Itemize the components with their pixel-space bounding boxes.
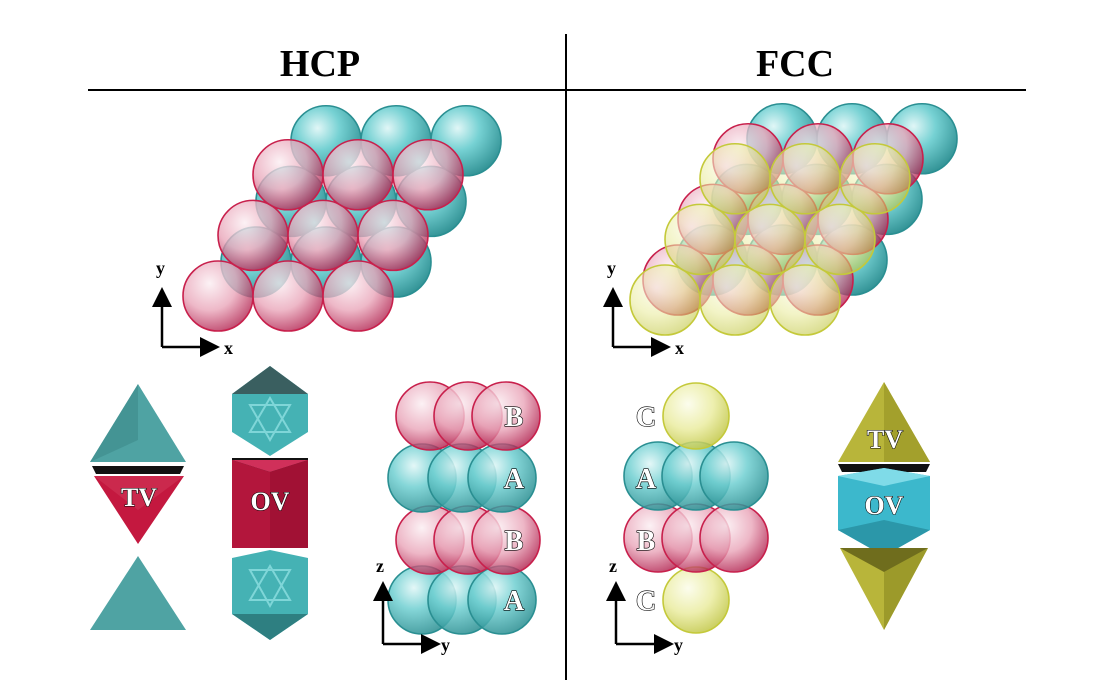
sphere-layer-B — [182, 260, 254, 332]
stack-layer-label: A — [504, 464, 525, 495]
fcc-top-y-label: y — [607, 258, 616, 278]
hcp-ov-label: OV — [251, 487, 290, 516]
sphere-layer-C — [662, 566, 730, 634]
sphere-layer-B — [287, 199, 359, 272]
sphere-layer-B — [322, 260, 394, 332]
stack-layer-label: B — [637, 526, 656, 557]
sphere-layer-C — [664, 203, 736, 276]
sphere-layer-A — [699, 441, 769, 511]
hcp-top-y-label: y — [156, 258, 165, 278]
sphere-layer-B — [322, 138, 394, 211]
stack-layer-label: A — [504, 586, 525, 617]
stack-layer-label: B — [505, 402, 524, 433]
fcc-stack-y-label: y — [674, 635, 683, 655]
fcc-top-axes: y x — [603, 258, 684, 358]
sphere-layer-B — [252, 260, 324, 332]
stack-layer-label: B — [505, 526, 524, 557]
sphere-layer-C — [804, 203, 876, 276]
fcc-stack-axes: z y — [606, 556, 683, 655]
hcp-stack-axes: z y — [373, 556, 450, 655]
fcc-top-x-label: x — [675, 338, 684, 358]
fcc-tv-label: TV — [867, 425, 903, 454]
fcc-stack-z-label: z — [609, 556, 617, 576]
sphere-layer-C — [839, 142, 911, 215]
fcc-top-view — [629, 102, 958, 336]
fcc-ov-label: OV — [865, 491, 904, 520]
sphere-layer-A — [467, 443, 537, 513]
sphere-layer-B — [471, 381, 541, 451]
sphere-layer-B — [392, 138, 464, 211]
hcp-stack-z-label: z — [376, 556, 384, 576]
fcc-title: FCC — [756, 43, 834, 85]
sphere-layer-C — [629, 264, 701, 336]
hcp-stack-y-label: y — [441, 635, 450, 655]
sphere-layer-C — [769, 264, 841, 336]
sphere-layer-B — [217, 199, 289, 272]
stack-layer-label: C — [636, 402, 656, 433]
stack-layer-label: C — [636, 586, 656, 617]
hcp-title: HCP — [280, 43, 360, 85]
hcp-tv-label: TV — [121, 483, 157, 512]
sphere-layer-C — [734, 203, 806, 276]
sphere-layer-A — [467, 565, 537, 635]
hcp-top-axes: y x — [152, 258, 233, 358]
sphere-layer-B — [252, 138, 324, 211]
sphere-layer-C — [699, 142, 771, 215]
hcp-octahedral-void: OV — [232, 366, 308, 640]
sphere-layer-C — [769, 142, 841, 215]
stack-layer-label: A — [636, 464, 657, 495]
sphere-layer-C — [662, 382, 730, 450]
sphere-layer-C — [699, 264, 771, 336]
hcp-tetrahedral-void: TV — [90, 384, 186, 630]
fcc-voids: TV OV — [838, 382, 930, 630]
hcp-top-view — [182, 104, 502, 332]
sphere-layer-B — [357, 199, 429, 272]
hcp-top-x-label: x — [224, 338, 233, 358]
sphere-layer-B — [699, 503, 769, 573]
